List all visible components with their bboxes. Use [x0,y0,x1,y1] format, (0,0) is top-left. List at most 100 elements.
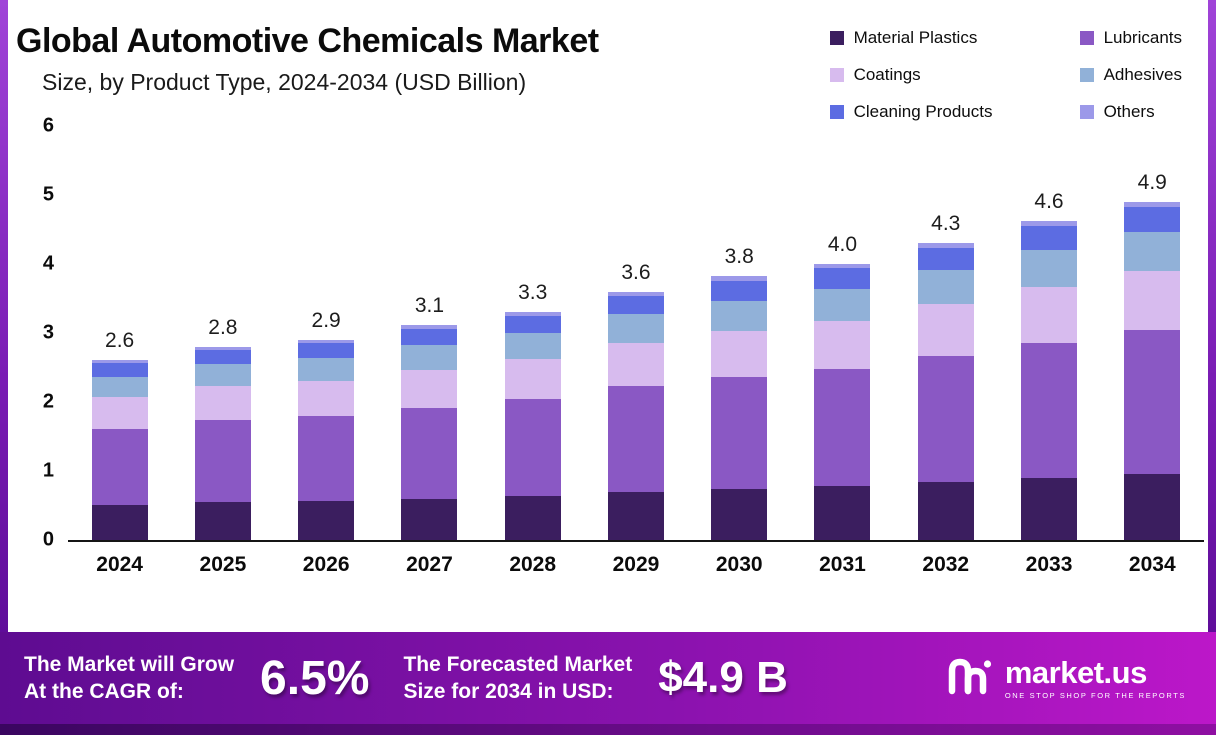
x-axis-label: 2033 [1025,553,1073,576]
y-tick-label: 0 [42,528,54,551]
forecast-label: The Forecasted Market Size for 2034 in U… [403,652,633,703]
market-us-logo-icon [945,655,993,702]
bar-segment-cleaning-products [814,268,871,289]
bar-segment-material-plastics [504,495,561,540]
x-axis-label: 2025 [199,553,247,576]
bar-segment-lubricants [298,415,355,501]
bar-segment-adhesives [711,300,768,331]
bar-segment-adhesives [607,314,664,343]
bar-segment-coatings [91,397,148,429]
bar-segment-lubricants [504,399,561,496]
bar-segment-coatings [814,320,871,369]
bar-column-2032: 4.3 2032 [917,126,974,588]
brand-text: market.us ONE STOP SHOP FOR THE REPORTS [1005,657,1186,700]
legend-swatch-coatings [829,68,844,82]
bar-stack [1124,201,1181,540]
bar-column-2028: 3.3 2028 [504,126,561,588]
y-tick-label: 5 [42,183,54,206]
bar-stack [298,339,355,540]
bar-zone: 4.6 [1021,126,1078,540]
bar-stack [401,325,458,540]
bar-segment-material-plastics [1021,477,1078,540]
bar-segment-coatings [298,380,355,416]
bar-total-label: 4.9 [1137,170,1167,194]
bar-segment-adhesives [917,270,974,305]
title-block: Global Automotive Chemicals Market Size,… [16,22,599,122]
bar-segment-others [711,276,768,281]
x-axis-label: 2029 [612,553,660,576]
bar-segment-others [814,264,871,269]
bar-column-2026: 2.9 2026 [298,126,355,588]
bar-total-label: 2.9 [311,308,341,332]
legend-swatch-others [1079,105,1094,119]
bar-segment-lubricants [1124,330,1181,474]
right-border-accent [1208,0,1216,632]
bar-segment-material-plastics [711,488,768,540]
legend-swatch-adhesives [1079,68,1094,82]
bar-segment-material-plastics [814,486,871,540]
bar-segment-material-plastics [298,500,355,540]
bar-total-label: 3.1 [414,294,445,318]
bar-zone: 3.8 [711,126,768,540]
bar-segment-others [91,359,148,363]
bar-zone: 3.1 [401,126,458,540]
x-axis-label: 2027 [406,553,453,576]
y-axis: 6 5 4 3 2 1 0 [14,115,68,551]
x-axis-label: 2028 [509,553,557,576]
bar-stack [194,346,251,540]
legend-item-cleaning-products: Cleaning Products [829,102,1080,122]
bar-total-label: 3.3 [518,281,548,305]
bar-zone: 2.9 [298,126,355,540]
page-title: Global Automotive Chemicals Market [16,22,599,60]
bar-stack [1021,221,1078,540]
bar-segment-material-plastics [194,502,251,540]
y-tick-label: 6 [42,114,54,137]
bar-segment-lubricants [917,355,974,483]
bar-segment-lubricants [1021,342,1078,478]
bar-zone: 3.3 [504,126,561,540]
x-axis-label: 2024 [96,553,143,576]
footer-banner: The Market will Grow At the CAGR of: 6.5… [0,632,1216,735]
brand-tagline: ONE STOP SHOP FOR THE REPORTS [1004,690,1186,700]
bar-zone: 4.0 [814,126,871,540]
bar-segment-lubricants [401,407,458,499]
bar-column-2025: 2.8 2025 [194,126,251,588]
bar-zone: 3.6 [607,126,664,540]
bar-segment-cleaning-products [504,315,561,334]
bar-column-2034: 4.9 2034 [1124,126,1181,588]
bar-stack [814,264,871,540]
plot-area: 2.6 2024 2.8 2025 2.9 2026 3.1 2027 3.3 2028 3.6 20… [68,126,1204,588]
bar-segment-others [1124,201,1181,207]
bar-stack [711,276,768,540]
bar-zone: 4.3 [917,126,974,540]
bar-column-2024: 2.6 2024 [91,126,148,588]
legend-item-coatings: Coatings [829,65,1080,85]
bar-stack [607,292,664,540]
y-tick-label: 2 [42,390,54,413]
forecast-value: $4.9 B [658,653,788,702]
bar-total-label: 4.0 [827,233,858,257]
legend-label: Adhesives [1103,65,1182,84]
chart-header: Global Automotive Chemicals Market Size,… [0,0,1216,122]
bar-segment-cleaning-products [917,248,974,271]
bar-segment-others [401,325,458,329]
bar-segment-adhesives [298,357,355,381]
footer-bottom-strip [0,724,1216,735]
brand-logo: market.us ONE STOP SHOP FOR THE REPORTS [945,655,1186,702]
bar-total-label: 3.6 [621,261,651,285]
cagr-value: 6.5% [260,651,370,705]
footer-banner-main: The Market will Grow At the CAGR of: 6.5… [0,632,1216,724]
left-border-accent [0,0,8,632]
bar-segment-cleaning-products [607,295,664,315]
bar-segment-material-plastics [401,498,458,540]
bar-segment-adhesives [814,288,871,321]
bar-segment-coatings [1021,286,1078,343]
bar-segment-others [1021,221,1078,227]
bar-segment-others [607,292,664,296]
y-tick-label: 1 [42,459,54,482]
bar-segment-coatings [607,342,664,387]
cagr-label: The Market will Grow At the CAGR of: [24,652,235,703]
bar-stack [504,312,561,540]
legend-swatch-material-plastics [829,31,844,45]
legend: Material Plastics Lubricants Coatings Adhes… [829,28,1182,122]
